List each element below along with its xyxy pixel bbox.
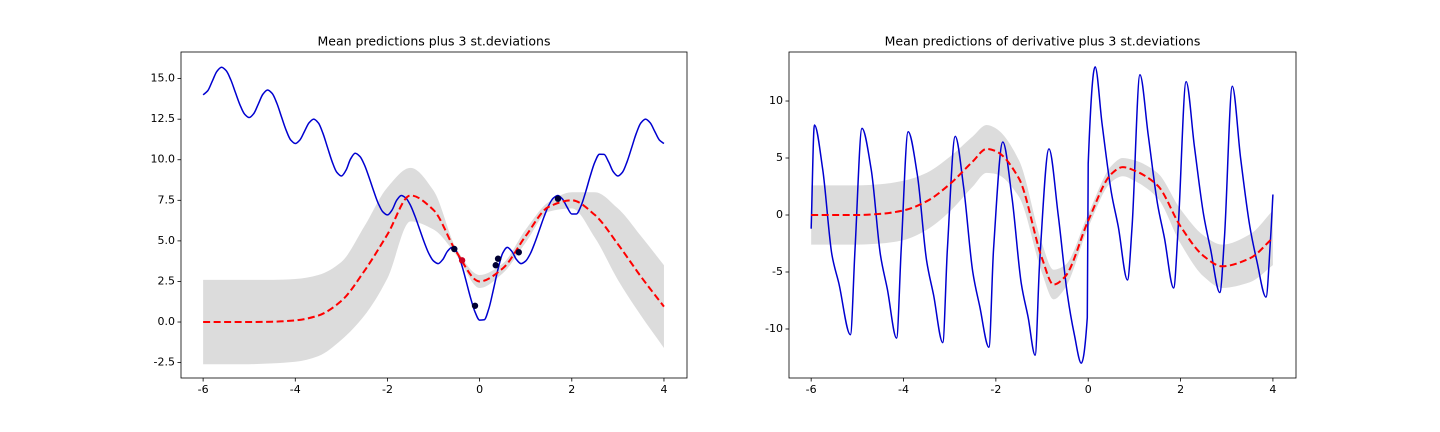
chart-title: Mean predictions plus 3 st.deviations [318, 34, 551, 49]
y-tick-label: 10 [769, 94, 783, 107]
y-tick-label: 2.5 [158, 274, 176, 287]
y-tick-label: -2.5 [154, 356, 175, 369]
x-tick-label: -2 [990, 383, 1001, 396]
y-tick-label: 12.5 [151, 112, 176, 125]
x-tick-label: 4 [660, 383, 667, 396]
mean-line [811, 147, 1274, 286]
data-point [471, 302, 479, 309]
true-line [202, 66, 665, 321]
y-tick-label: 7.5 [158, 193, 176, 206]
subplot: Mean predictions of derivative plus 3 st… [765, 34, 1297, 396]
subplot: Mean predictions plus 3 st.deviations -6 -… [151, 34, 688, 396]
y-tick-label: 15.0 [151, 72, 176, 85]
x-tick-label: -6 [198, 383, 209, 396]
data-point [492, 262, 499, 269]
mean-line [203, 194, 665, 324]
data-point [458, 257, 466, 264]
chart-title: Mean predictions of derivative plus 3 st… [885, 34, 1201, 49]
x-tick-label: -4 [898, 383, 909, 396]
plot-frame [180, 51, 688, 379]
std-band [203, 167, 664, 365]
y-tick-label: -5 [772, 265, 783, 278]
y-tick-label: 0 [776, 208, 783, 221]
x-tick-label: 0 [1085, 383, 1092, 396]
y-tick-label: -10 [765, 322, 783, 335]
x-tick-label: 2 [1177, 383, 1184, 396]
x-tick-label: 0 [476, 383, 483, 396]
data-point [554, 195, 562, 202]
data-point [494, 255, 502, 262]
x-tick-label: -6 [806, 383, 817, 396]
x-tick-label: 2 [568, 383, 575, 396]
true-line [810, 66, 1274, 364]
data-point [451, 245, 458, 253]
x-tick-label: -4 [290, 383, 301, 396]
y-tick-label: 5.0 [158, 234, 176, 247]
y-tick-label: 0.0 [158, 315, 176, 328]
x-tick-label: 4 [1269, 383, 1276, 396]
x-tick-label: -2 [382, 383, 393, 396]
data-point [515, 249, 522, 256]
y-tick-label: 5 [776, 151, 783, 164]
y-tick-label: 10.0 [151, 153, 176, 166]
